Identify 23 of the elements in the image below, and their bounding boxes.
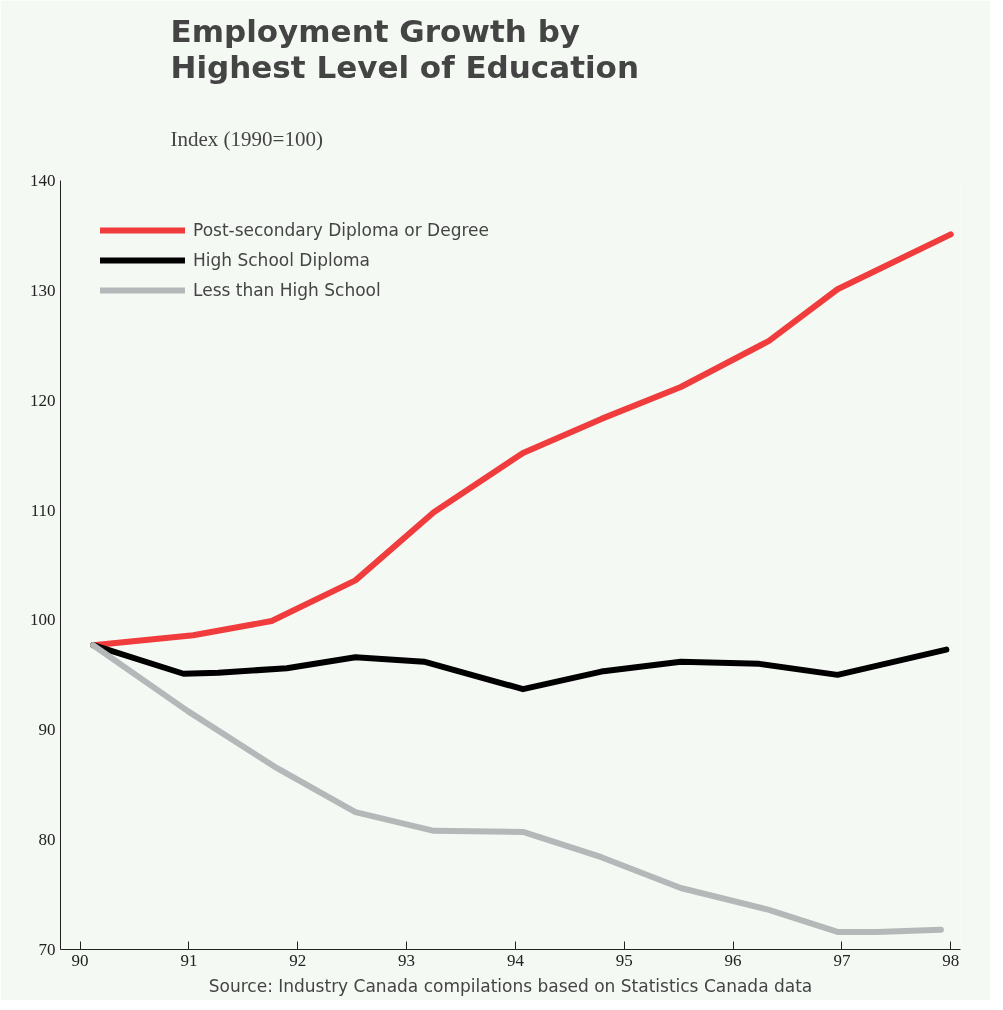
legend-label: High School Diploma xyxy=(193,250,371,270)
y-tick-label: 90 xyxy=(38,720,56,740)
chart-subtitle: Index (1990=100) xyxy=(170,126,323,151)
legend-label: Post-secondary Diploma or Degree xyxy=(193,220,489,240)
x-tick-label: 98 xyxy=(942,950,960,970)
y-tick-label: 110 xyxy=(30,500,56,520)
x-tick-label: 92 xyxy=(289,950,307,970)
y-tick-label: 140 xyxy=(30,171,56,190)
x-tick-label: 93 xyxy=(398,950,416,970)
y-tick-label: 70 xyxy=(38,940,56,959)
legend-label: Less than High School xyxy=(193,280,381,300)
x-tick-label: 97 xyxy=(833,950,851,970)
x-tick-label: 90 xyxy=(71,950,89,970)
chart-title: Employment Growth by Highest Level of Education xyxy=(170,12,639,85)
source-note: Source: Industry Canada compilations based on Statistics Canada data xyxy=(208,975,813,996)
y-tick-label: 100 xyxy=(30,610,56,630)
y-tick-label: 120 xyxy=(30,390,56,410)
x-tick-label: 91 xyxy=(180,950,198,970)
x-tick-label: 96 xyxy=(724,950,742,970)
y-tick-label: 80 xyxy=(38,830,56,850)
y-tick-label: 130 xyxy=(30,280,56,300)
x-tick-label: 95 xyxy=(615,950,633,970)
x-tick-label: 94 xyxy=(506,950,525,970)
